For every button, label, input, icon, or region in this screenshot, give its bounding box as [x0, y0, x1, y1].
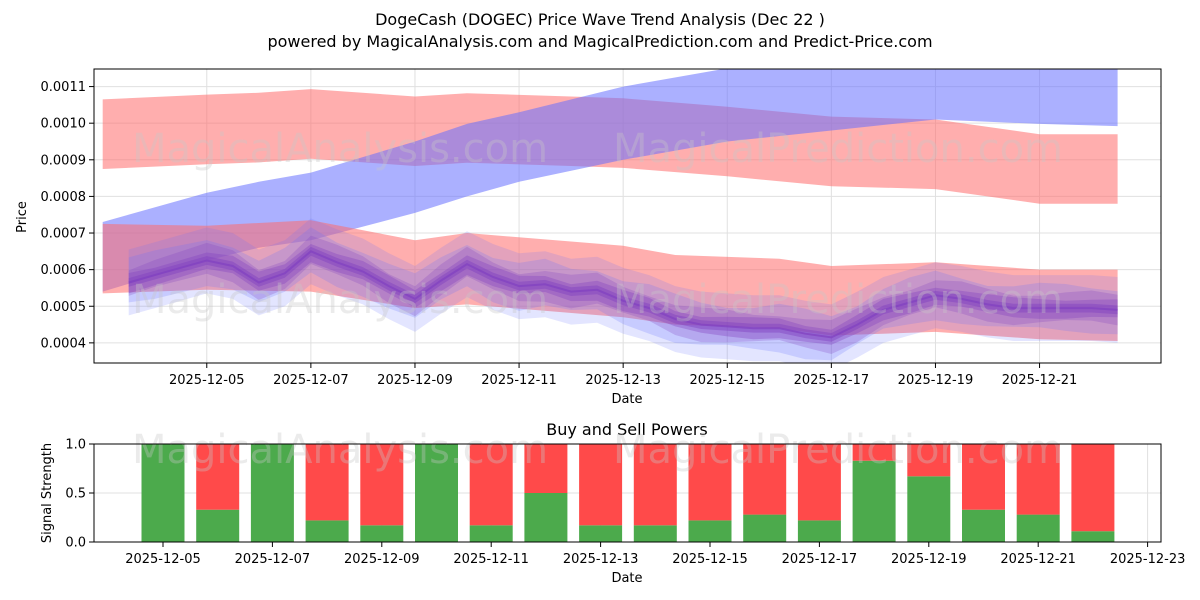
price-y-ticks: 0.0004 0.0005 0.0006 0.0007 0.0008 0.0009 0.00…	[41, 80, 95, 351]
watermark-top-left: MagicalAnalysis.com	[132, 126, 548, 172]
buy-bar	[470, 525, 513, 542]
watermark-bottom-left: MagicalAnalysis.com	[132, 427, 548, 473]
price-x-tick-label: 2025-12-21	[1002, 373, 1078, 388]
power-y-tick-label: 0.0	[65, 536, 86, 551]
price-x-tick-label: 2025-12-09	[377, 373, 453, 388]
watermark-top-right: MagicalPrediction.com	[613, 126, 1063, 172]
power-x-tick-label: 2025-12-15	[672, 552, 748, 567]
price-x-axis-label: Date	[611, 392, 642, 407]
price-x-tick-label: 2025-12-07	[273, 373, 349, 388]
buy-bar	[907, 476, 950, 542]
price-y-tick-label: 0.0006	[41, 263, 87, 278]
price-y-tick-label: 0.0009	[41, 153, 87, 168]
buy-bar	[196, 510, 239, 542]
chart-title: DogeCash (DOGEC) Price Wave Trend Analys…	[375, 10, 825, 29]
power-y-ticks: 0.0 0.5 1.0	[65, 438, 94, 551]
buy-bar	[524, 493, 567, 542]
power-x-tick-label: 2025-12-05	[125, 552, 201, 567]
buy-bar	[743, 515, 786, 542]
price-x-ticks: 2025-12-05 2025-12-07 2025-12-09 2025-12-11…	[169, 363, 1077, 388]
watermark-mid-right: MagicalPrediction.com	[613, 277, 1063, 323]
buy-bar	[798, 520, 841, 542]
price-y-tick-label: 0.0008	[41, 190, 87, 205]
chart-subtitle: powered by MagicalAnalysis.com and Magic…	[267, 32, 932, 51]
power-x-axis-label: Date	[611, 571, 642, 586]
power-panel: Buy and Sell Powers MagicalAnalysis.com …	[40, 420, 1185, 586]
price-x-tick-label: 2025-12-11	[481, 373, 557, 388]
buy-bar	[689, 520, 732, 542]
power-x-tick-label: 2025-12-23	[1110, 552, 1186, 567]
buy-bar	[1017, 515, 1060, 542]
power-y-tick-label: 0.5	[65, 487, 86, 502]
price-y-axis-label: Price	[15, 201, 30, 233]
buy-bar	[579, 525, 622, 542]
price-y-tick-label: 0.0005	[41, 300, 87, 315]
chart-canvas: DogeCash (DOGEC) Price Wave Trend Analys…	[0, 0, 1200, 600]
sell-bar	[1071, 444, 1114, 531]
power-x-tick-label: 2025-12-09	[344, 552, 420, 567]
price-x-tick-label: 2025-12-13	[585, 373, 661, 388]
buy-bar	[962, 510, 1005, 542]
price-y-tick-label: 0.0010	[41, 117, 87, 132]
watermark-bottom-right: MagicalPrediction.com	[613, 427, 1063, 473]
power-x-tick-label: 2025-12-21	[1000, 552, 1076, 567]
power-y-axis-label: Signal Strength	[40, 443, 55, 543]
watermark-mid-left: MagicalAnalysis.com	[132, 277, 548, 323]
price-x-tick-label: 2025-12-17	[794, 373, 870, 388]
power-x-tick-label: 2025-12-17	[782, 552, 858, 567]
price-x-tick-label: 2025-12-05	[169, 373, 245, 388]
power-x-tick-label: 2025-12-13	[563, 552, 639, 567]
power-y-tick-label: 1.0	[65, 438, 86, 453]
price-x-tick-label: 2025-12-19	[898, 373, 974, 388]
price-x-tick-label: 2025-12-15	[689, 373, 765, 388]
buy-bar	[634, 525, 677, 542]
power-x-tick-label: 2025-12-19	[891, 552, 967, 567]
price-panel: MagicalAnalysis.com MagicalPrediction.co…	[15, 68, 1161, 407]
price-y-tick-label: 0.0004	[41, 336, 87, 351]
buy-bar	[1071, 531, 1114, 542]
price-y-tick-label: 0.0007	[41, 227, 87, 242]
buy-bar	[306, 520, 349, 542]
buy-bar	[360, 525, 403, 542]
power-x-ticks: 2025-12-05 2025-12-07 2025-12-09 2025-12-11…	[125, 542, 1185, 567]
price-y-tick-label: 0.0011	[41, 80, 87, 95]
power-x-tick-label: 2025-12-11	[453, 552, 529, 567]
power-x-tick-label: 2025-12-07	[235, 552, 311, 567]
